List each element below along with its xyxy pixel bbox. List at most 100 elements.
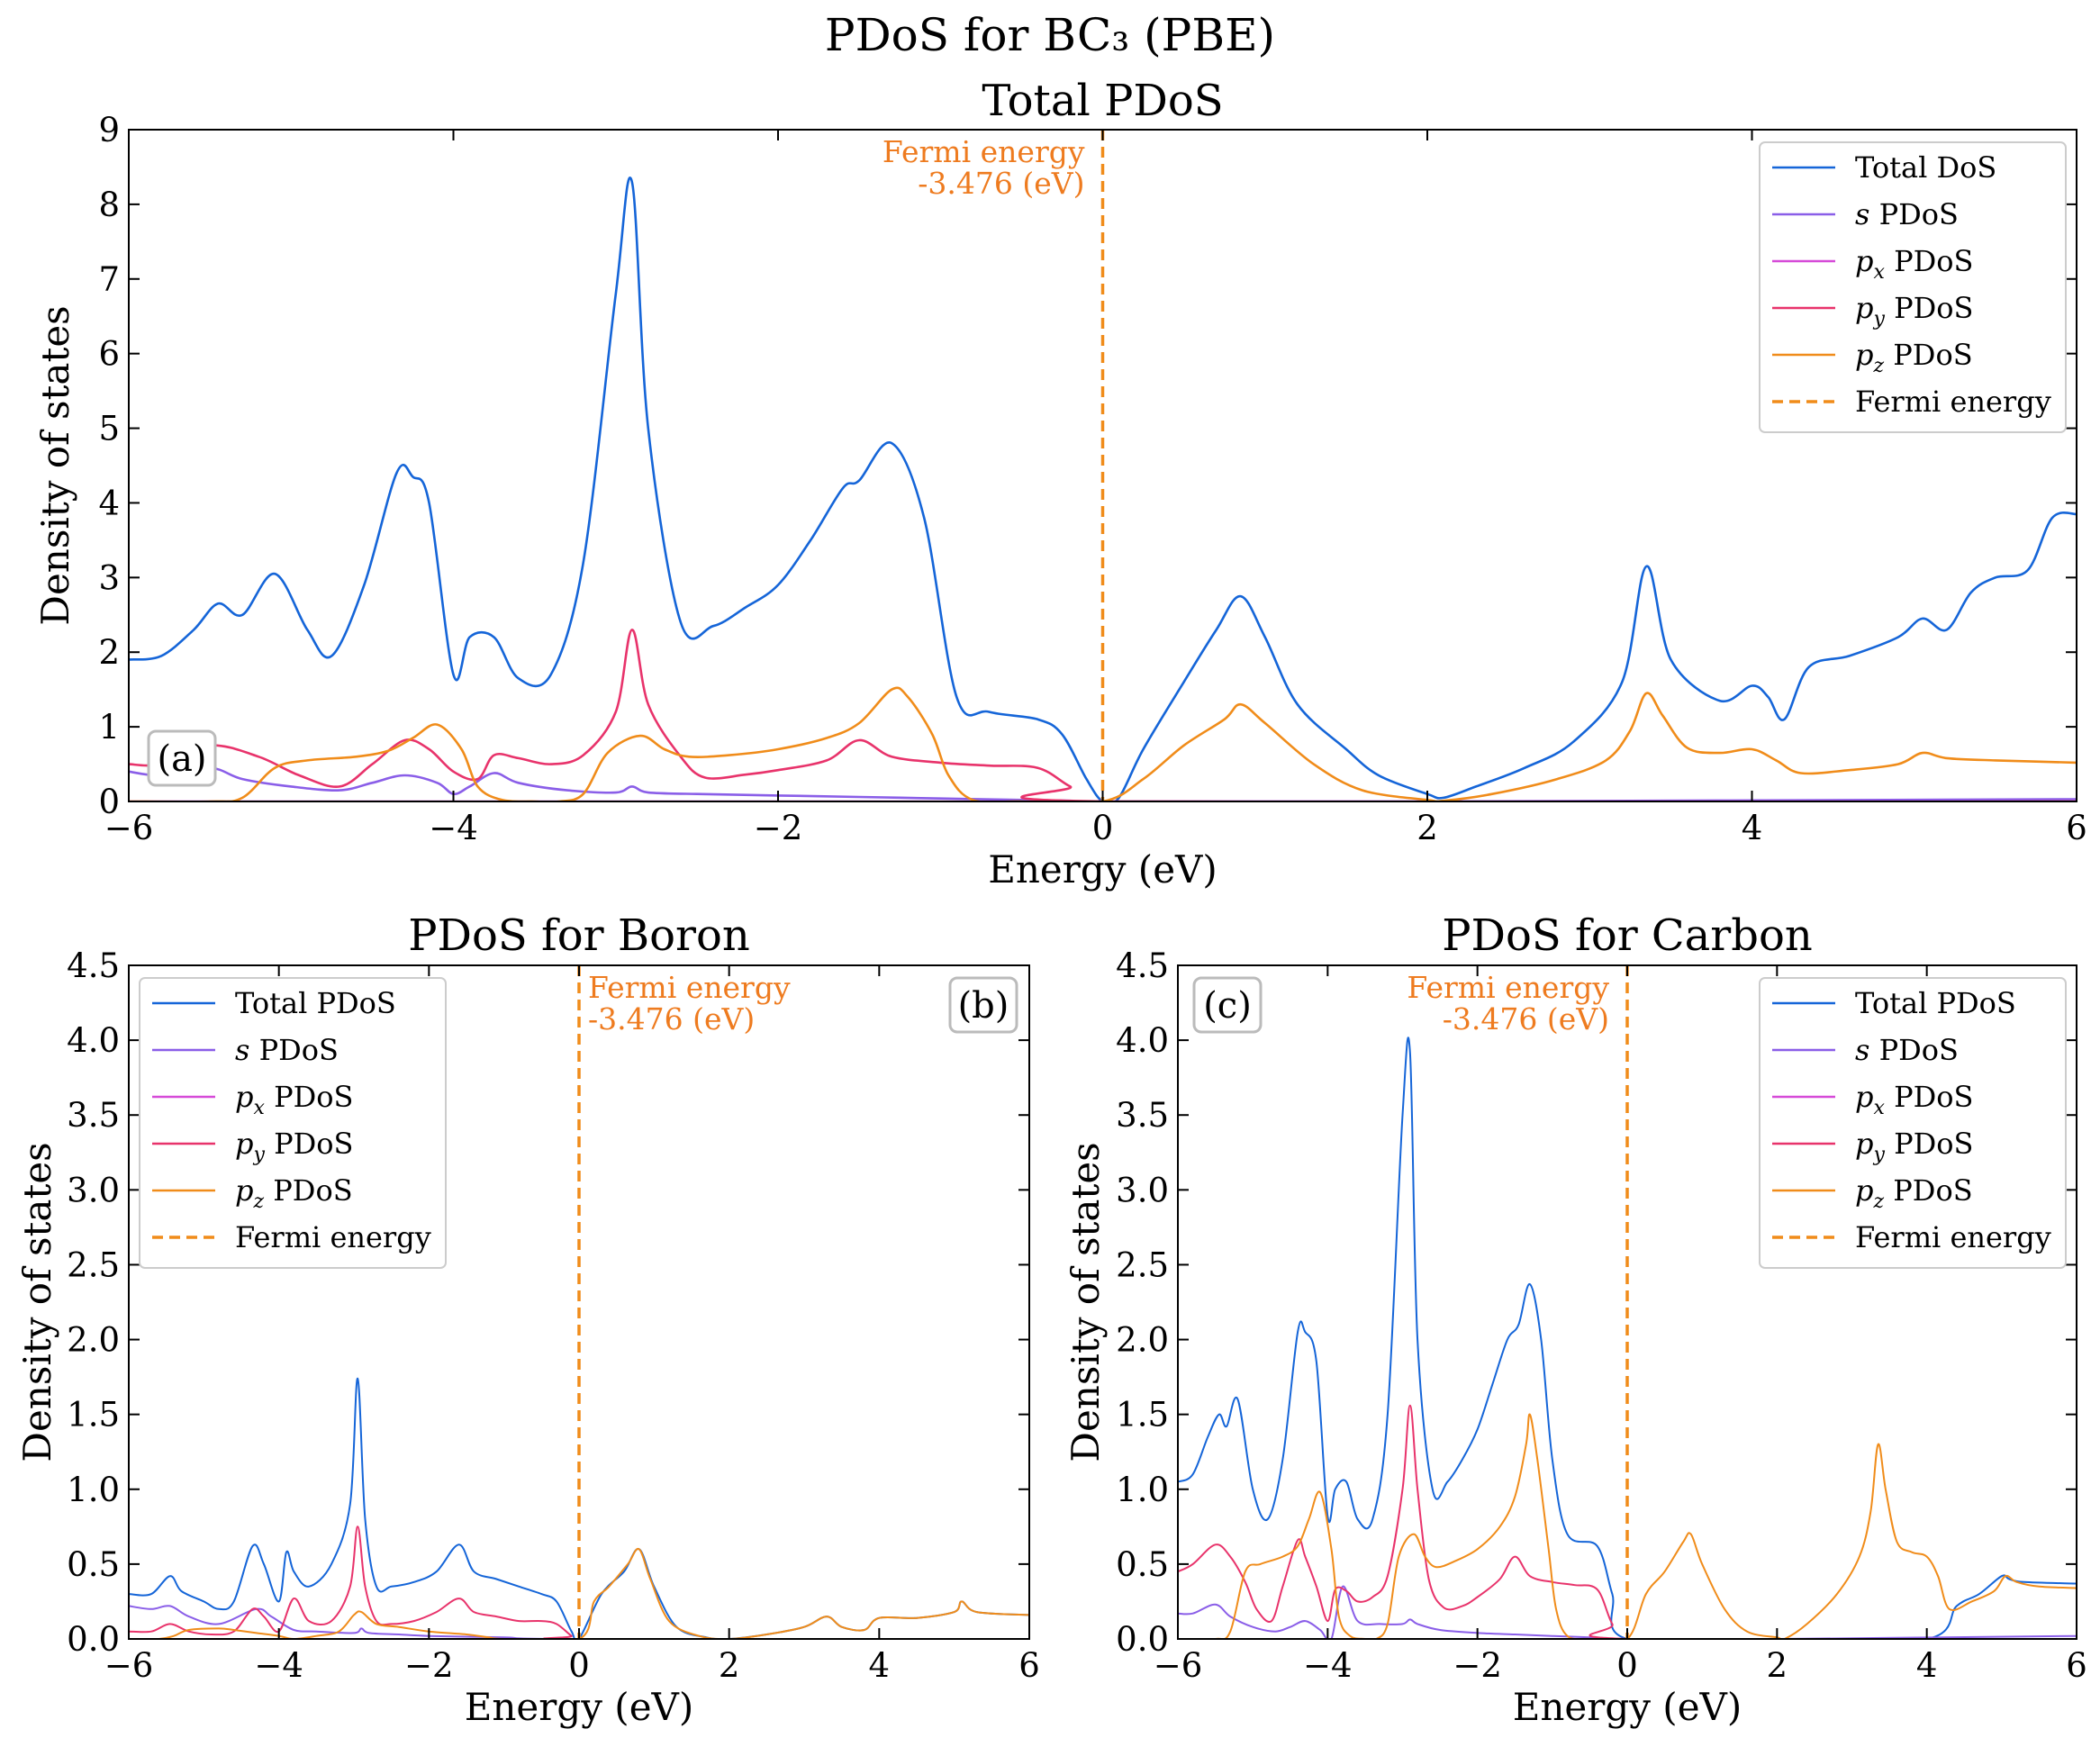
legend-label-total: Total DoS (1855, 150, 1996, 185)
y-tick-label: 3.5 (1116, 1096, 1169, 1135)
legend-label-s: s PDoS (1855, 197, 1959, 231)
panel-label: (b) (948, 976, 1018, 1034)
legend-box (1759, 977, 2067, 1269)
x-tick-label: −6 (1154, 1646, 1203, 1685)
y-tick-label: 6 (98, 335, 120, 374)
x-tick-label: 6 (2066, 1646, 2087, 1685)
y-tick-label: 1.5 (1116, 1396, 1169, 1435)
y-tick-label: 0.5 (1116, 1545, 1169, 1584)
x-axis-label: Energy (eV) (1513, 1685, 1742, 1729)
x-tick-label: 4 (869, 1646, 891, 1685)
y-tick-label: 1.5 (67, 1396, 120, 1435)
legend-entry-px: px PDoS (1772, 1080, 1973, 1119)
y-tick-label: 8 (98, 186, 120, 224)
x-axis-label: Energy (eV) (988, 847, 1217, 892)
series-line-total (1178, 1036, 2077, 1639)
x-tick-label: −4 (1303, 1646, 1353, 1685)
x-tick-label: 4 (1742, 809, 1763, 847)
panel-label: (c) (1192, 976, 1263, 1034)
x-tick-label: −6 (104, 809, 154, 847)
y-tick-label: 4.0 (67, 1021, 120, 1060)
legend-label-pz: pz PDoS (1855, 1173, 1973, 1213)
series-line-s (129, 766, 2077, 801)
y-tick-label: 7 (98, 260, 120, 299)
y-tick-label: 3.0 (67, 1171, 120, 1209)
legend-label-total: Total PDoS (235, 986, 396, 1020)
panel-label-text: (b) (958, 985, 1009, 1027)
x-tick-label: −6 (104, 1646, 154, 1685)
fermi-annotation-line2: -3.476 (eV) (588, 1001, 755, 1036)
legend-entry-total: Total PDoS (1772, 986, 2016, 1020)
y-tick-label: 0.0 (67, 1620, 120, 1659)
x-tick-label: 4 (1916, 1646, 1938, 1685)
legend-entry-fermi: Fermi energy (1772, 385, 2051, 419)
x-tick-label: −4 (254, 1646, 303, 1685)
y-tick-label: 4.5 (1116, 946, 1169, 985)
y-tick-label: 1.0 (67, 1471, 120, 1509)
y-tick-label: 3.5 (67, 1096, 120, 1135)
y-tick-label: 0.5 (67, 1545, 120, 1584)
legend-label-py: py PDoS (235, 1127, 353, 1166)
x-tick-label: 2 (719, 1646, 740, 1685)
y-axis-label: Density of states (1064, 1142, 1108, 1462)
legend-entry-fermi: Fermi energy (152, 1220, 431, 1254)
y-tick-label: 4 (98, 484, 120, 522)
x-tick-label: −2 (1453, 1646, 1502, 1685)
x-tick-label: 0 (1616, 1646, 1638, 1685)
series-line-py (1178, 1404, 2077, 1639)
legend: Total PDoS s PDoS px PDoS py PDoS pz PDoS Fer… (1759, 977, 2067, 1269)
y-tick-label: 1.0 (1116, 1471, 1169, 1509)
series-line-pz (129, 1547, 1029, 1639)
y-tick-label: 2.5 (1116, 1245, 1169, 1284)
legend-label-px: px PDoS (1855, 1080, 1973, 1119)
legend-label-py: py PDoS (1855, 291, 1973, 330)
legend-box (139, 977, 447, 1269)
legend: Total PDoS s PDoS px PDoS py PDoS pz PDoS Fer… (139, 977, 447, 1269)
x-tick-label: 6 (2066, 809, 2087, 847)
series-line-py (129, 629, 2077, 801)
fermi-annotation-line1: Fermi energy (588, 970, 791, 1005)
y-axis-label: Density of states (15, 1142, 59, 1462)
y-tick-label: 5 (98, 410, 120, 448)
y-tick-label: 2 (98, 633, 120, 672)
y-tick-label: 3.0 (1116, 1171, 1169, 1209)
legend-label-px: px PDoS (235, 1080, 353, 1119)
legend-entry-s: s PDoS (152, 1033, 339, 1067)
legend-entry-px: px PDoS (152, 1080, 353, 1119)
fermi-annotation-line1: Fermi energy (1407, 970, 1609, 1005)
panel-title: PDoS for Carbon (1442, 910, 1813, 961)
panel-label-text: (c) (1203, 985, 1252, 1027)
y-tick-label: 9 (98, 111, 120, 149)
y-tick-label: 3 (98, 558, 120, 597)
legend-entry-px: px PDoS (1772, 244, 1973, 284)
panel-title: PDoS for Boron (408, 910, 750, 961)
y-tick-label: 1 (98, 708, 120, 747)
legend-label-px: px PDoS (1855, 244, 1973, 284)
x-tick-label: 0 (1092, 809, 1114, 847)
y-tick-label: 0.0 (1116, 1620, 1169, 1659)
legend-label-fermi: Fermi energy (1855, 1220, 2051, 1254)
fermi-annotation-line2: -3.476 (eV) (918, 166, 1084, 201)
x-tick-label: 0 (568, 1646, 590, 1685)
legend-entry-py: py PDoS (1772, 1127, 1973, 1166)
legend-label-py: py PDoS (1855, 1127, 1973, 1166)
panel-label: (a) (147, 729, 217, 787)
x-tick-label: −2 (404, 1646, 454, 1685)
y-tick-label: 0 (98, 783, 120, 821)
legend-entry-total: Total PDoS (152, 986, 396, 1020)
legend-label-pz: pz PDoS (1855, 338, 1973, 377)
panel-title: Total PDoS (982, 76, 1223, 126)
y-tick-label: 2.5 (67, 1245, 120, 1284)
fermi-annotation-line1: Fermi energy (883, 134, 1085, 169)
legend-label-s: s PDoS (235, 1033, 339, 1067)
legend-entry-pz: pz PDoS (1772, 1173, 1973, 1213)
legend-entry-fermi: Fermi energy (1772, 1220, 2051, 1254)
series-line-pz (129, 686, 2077, 801)
y-tick-label: 2.0 (67, 1321, 120, 1360)
legend-entry-s: s PDoS (1772, 1033, 1959, 1067)
legend-entry-pz: pz PDoS (1772, 338, 1973, 377)
